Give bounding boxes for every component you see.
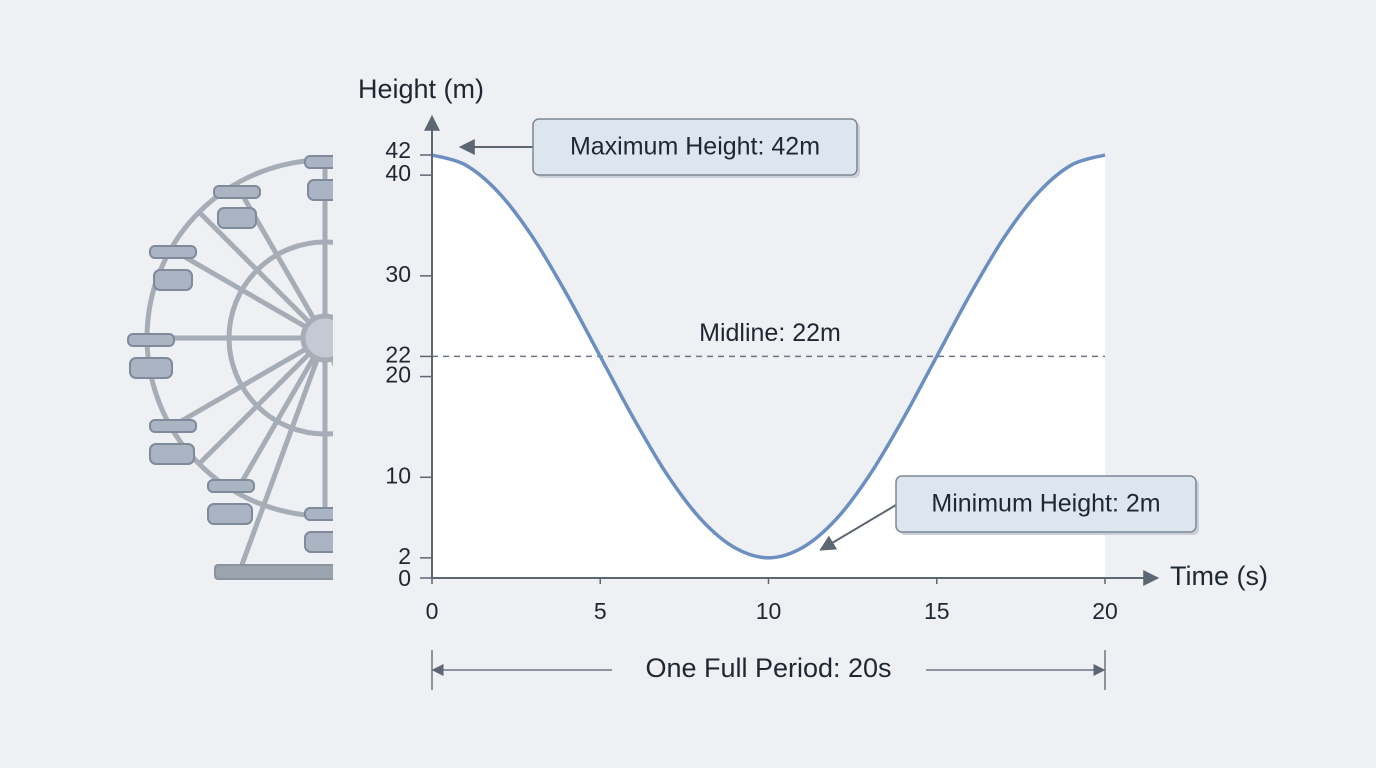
y-tick-label: 22: [385, 342, 411, 368]
midline-label: Midline: 22m: [699, 319, 841, 347]
period-label: One Full Period: 20s: [645, 653, 891, 683]
y-tick-label: 42: [385, 137, 411, 163]
min-arrow: [819, 504, 897, 551]
y-tick-label: 10: [385, 462, 411, 488]
x-axis-label: Time (s): [1170, 561, 1268, 591]
min-box: [895, 475, 1197, 533]
x-tick-label: 0: [426, 598, 439, 624]
y-tick-label: 2: [398, 543, 411, 569]
area-fill: [432, 155, 1105, 578]
max-label: Maximum Height: 42m: [570, 133, 820, 161]
max-box: [532, 118, 858, 176]
y-axis-label: Height (m): [358, 74, 484, 104]
x-tick-label: 10: [756, 598, 782, 624]
y-tick-label: 20: [385, 362, 411, 388]
x-tick-label: 5: [594, 598, 607, 624]
y-tick-label: 30: [385, 261, 411, 287]
ferris-wheel-illustration: [127, 155, 333, 580]
line: [431, 153, 1106, 560]
min-label: Minimum Height: 2m: [931, 490, 1160, 518]
x-tick-label: 15: [924, 598, 950, 624]
y-tick-label: 0: [398, 565, 411, 591]
x-tick-label: 20: [1092, 598, 1118, 624]
y-tick-label: 40: [385, 160, 411, 186]
